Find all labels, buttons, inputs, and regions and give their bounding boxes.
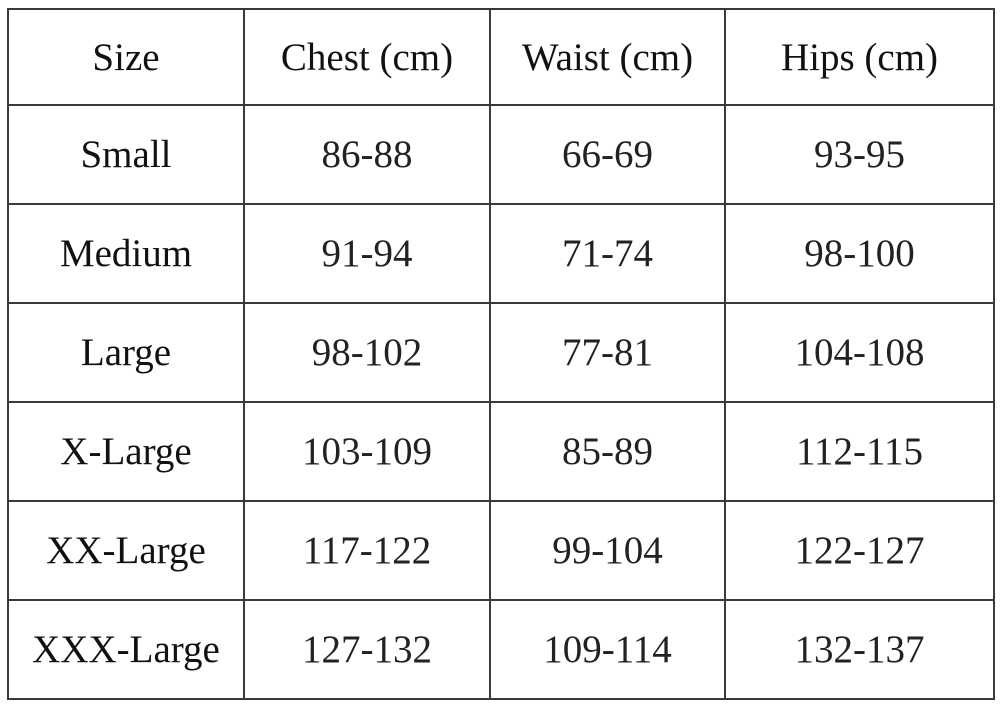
table-row: Medium 91-94 71-74 98-100	[7, 203, 995, 304]
table-row: Large 98-102 77-81 104-108	[7, 302, 995, 403]
cell: 66-69	[489, 104, 726, 205]
cell: Waist (cm)	[489, 8, 726, 106]
header-row: Size Chest (cm) Waist (cm) Hips (cm)	[7, 8, 995, 106]
row-label: Small	[7, 104, 245, 205]
row-label: XXX-Large	[7, 599, 245, 700]
cell: 86-88	[243, 104, 491, 205]
cell: Chest (cm)	[243, 8, 491, 106]
cell: 122-127	[724, 500, 995, 601]
cell: 71-74	[489, 203, 726, 304]
cell: 99-104	[489, 500, 726, 601]
row-label: X-Large	[7, 401, 245, 502]
cell: 91-94	[243, 203, 491, 304]
cell: 98-102	[243, 302, 491, 403]
cell: 98-100	[724, 203, 995, 304]
cell: 103-109	[243, 401, 491, 502]
cell: 85-89	[489, 401, 726, 502]
cell: Hips (cm)	[724, 8, 995, 106]
cell: 117-122	[243, 500, 491, 601]
row-label: Size	[7, 8, 245, 106]
table-row: X-Large 103-109 85-89 112-115	[7, 401, 995, 502]
cell: 93-95	[724, 104, 995, 205]
table-row: Small 86-88 66-69 93-95	[7, 104, 995, 205]
cell: 104-108	[724, 302, 995, 403]
cell: 112-115	[724, 401, 995, 502]
table-body: Size Chest (cm) Waist (cm) Hips (cm) Small 86…	[7, 8, 995, 700]
table-row: XX-Large 117-122 99-104 122-127	[7, 500, 995, 601]
row-label: XX-Large	[7, 500, 245, 601]
cell: 77-81	[489, 302, 726, 403]
table-row: XXX-Large 127-132 109-114 132-137	[7, 599, 995, 700]
cell: 109-114	[489, 599, 726, 700]
size-table: Size Chest (cm) Waist (cm) Hips (cm) Small 86…	[7, 8, 995, 700]
cell: 132-137	[724, 599, 995, 700]
row-label: Large	[7, 302, 245, 403]
row-label: Medium	[7, 203, 245, 304]
cell: 127-132	[243, 599, 491, 700]
